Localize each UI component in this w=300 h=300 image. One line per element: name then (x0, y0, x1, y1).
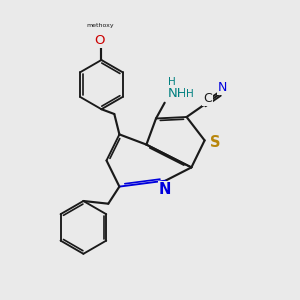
Text: H: H (168, 77, 176, 87)
Text: S: S (210, 135, 220, 150)
Text: methoxy: methoxy (86, 23, 114, 28)
Text: C: C (204, 92, 212, 105)
Text: NH: NH (167, 87, 187, 100)
Text: N: N (218, 81, 227, 94)
Text: O: O (95, 34, 105, 47)
Text: N: N (159, 182, 171, 197)
Text: H: H (186, 89, 194, 99)
